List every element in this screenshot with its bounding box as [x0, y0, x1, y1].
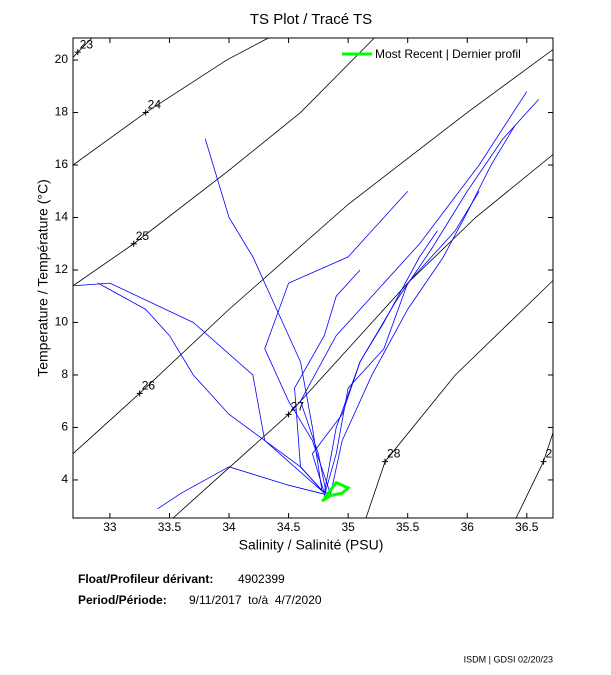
x-tick-label: 33.5	[158, 520, 182, 534]
x-tick-label: 36	[461, 520, 475, 534]
x-tick-label: 33	[103, 520, 117, 534]
contour-label: 24	[148, 98, 162, 112]
float-label: Float/Profileur dérivant:	[78, 572, 213, 586]
density-contour	[73, 38, 269, 166]
profile-line	[264, 190, 408, 494]
y-tick-label: 16	[55, 157, 69, 171]
y-tick-label: 6	[61, 420, 68, 434]
contour-label: 26	[142, 379, 156, 393]
x-tick-label: 34	[222, 520, 236, 534]
x-tick-label: 35.5	[396, 520, 420, 534]
profile-line	[97, 282, 325, 494]
x-axis-label: Salinity / Salinité (PSU)	[239, 537, 384, 553]
recent-profile	[321, 480, 351, 503]
y-tick-label: 8	[61, 367, 68, 381]
profile-line	[294, 269, 361, 494]
y-tick-label: 4	[61, 472, 68, 486]
x-tick-label: 34.5	[277, 520, 301, 534]
contour-marker	[540, 458, 547, 465]
contour-marker	[382, 458, 389, 465]
contour-marker	[136, 390, 143, 397]
profile-line	[311, 230, 438, 494]
y-axis-label: Temperature / Température (°C)	[35, 179, 51, 377]
contour-marker	[74, 49, 81, 56]
y-tick-label: 10	[55, 315, 69, 329]
contour-label: 28	[387, 447, 401, 461]
contour-marker	[130, 240, 137, 247]
density-contour	[73, 49, 553, 454]
profile-line	[300, 91, 528, 496]
density-contour	[365, 280, 553, 518]
profile-line	[204, 138, 323, 491]
profile-line	[74, 282, 325, 494]
credit: ISDM | GDSI 02/20/23	[464, 654, 553, 664]
profile-line	[157, 466, 331, 510]
y-tick-label: 20	[55, 52, 69, 66]
y-tick-label: 18	[55, 105, 69, 119]
x-tick-label: 36.5	[515, 520, 539, 534]
chart-title: TS Plot / Tracé TS	[250, 11, 372, 28]
y-tick-label: 12	[55, 262, 69, 276]
contour-label: 23	[80, 37, 94, 51]
contour-label: 29	[545, 447, 559, 461]
profile-line	[329, 125, 516, 496]
contour-label: 25	[136, 229, 150, 243]
contour-marker	[285, 411, 292, 418]
legend-label: Most Recent | Dernier profil	[375, 47, 521, 61]
period: 9/11/2017 to/à 4/7/2020	[189, 593, 322, 607]
y-tick-label: 14	[55, 210, 69, 224]
float-id: 4902399	[238, 572, 285, 586]
profile-line	[323, 191, 480, 496]
period-label: Period/Période:	[78, 593, 167, 607]
plot-area	[72, 37, 554, 519]
x-tick-label: 35	[341, 520, 355, 534]
contour-marker	[142, 109, 149, 116]
density-contour	[73, 38, 375, 287]
